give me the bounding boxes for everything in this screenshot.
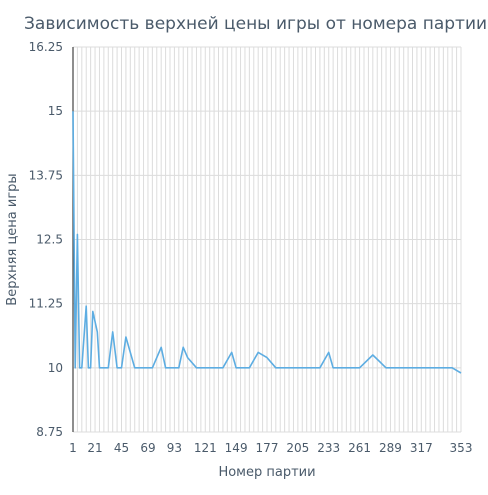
x-tick-label: 233 (317, 441, 340, 455)
x-tick-label: 121 (194, 441, 217, 455)
x-tick-label: 353 (450, 441, 473, 455)
line-layer (72, 111, 462, 374)
x-tick-label: 21 (87, 441, 102, 455)
y-tick-label: 15 (48, 104, 63, 118)
x-axis-label: Номер партии (218, 465, 315, 480)
x-tick-label: 177 (256, 441, 279, 455)
chart-title: Зависимость верхней цены игры от номера … (24, 14, 488, 34)
x-tick-label: 289 (379, 441, 402, 455)
y-tick-label: 10 (48, 361, 63, 375)
y-tick-label: 11.25 (29, 297, 63, 311)
x-tick-label: 45 (114, 441, 129, 455)
x-tick-label: 69 (140, 441, 155, 455)
grid-layer (72, 46, 462, 433)
y-tick-label: 12.5 (36, 233, 63, 247)
x-tick-label: 93 (167, 441, 182, 455)
x-tick-label: 149 (225, 441, 248, 455)
x-tick-label: 1 (69, 441, 77, 455)
series-line (72, 111, 462, 374)
y-tick-label: 8.75 (36, 425, 63, 439)
y-tick-label: 16.25 (29, 40, 63, 54)
y-tick-label: 13.75 (29, 168, 63, 182)
x-tick-label: 317 (410, 441, 433, 455)
x-tick-label: 205 (286, 441, 309, 455)
y-axis-label: Верхняя цена игры (5, 173, 20, 305)
x-tick-label: 261 (348, 441, 371, 455)
